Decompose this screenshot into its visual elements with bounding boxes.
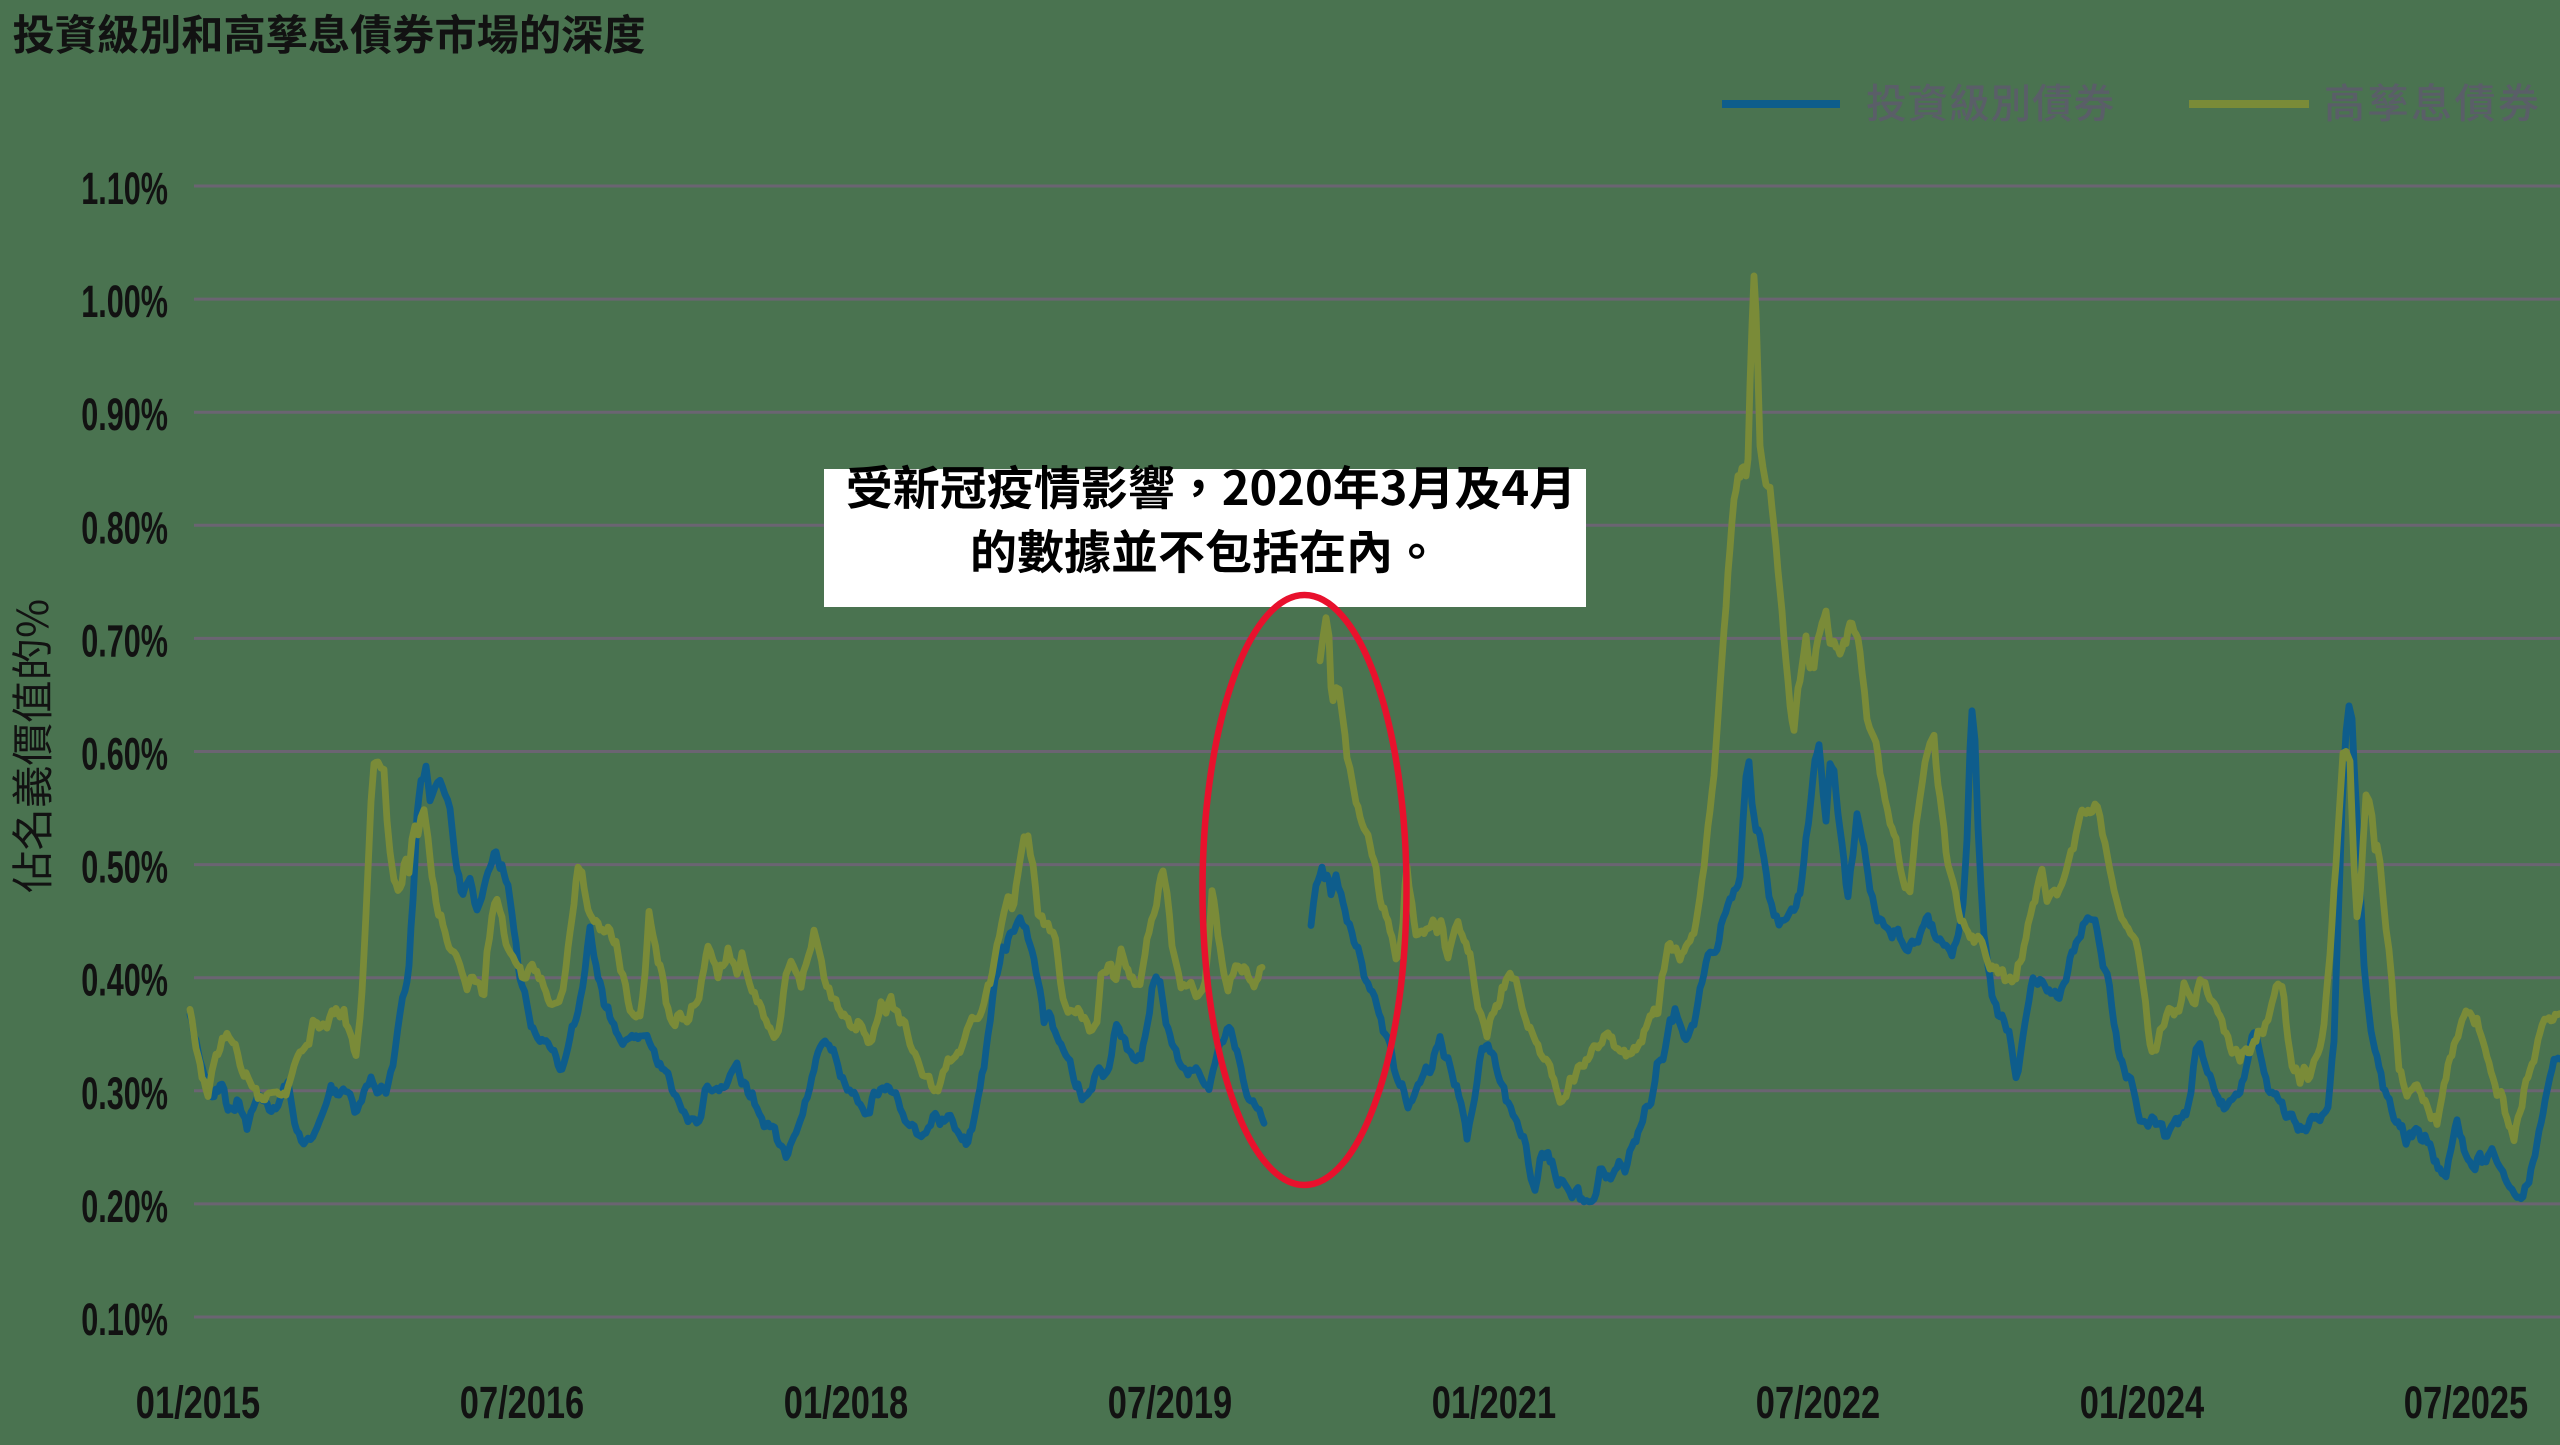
svg-text:01/2015: 01/2015 [136,1379,260,1428]
svg-text:0.10%: 0.10% [81,1295,168,1345]
svg-text:07/2025: 07/2025 [2404,1379,2528,1428]
svg-text:01/2024: 01/2024 [2080,1379,2205,1428]
svg-text:0.70%: 0.70% [81,617,168,667]
svg-text:0.60%: 0.60% [81,730,168,780]
svg-text:07/2016: 07/2016 [460,1379,584,1428]
svg-text:0.90%: 0.90% [81,390,168,440]
svg-text:1.10%: 1.10% [81,164,168,214]
svg-text:0.80%: 0.80% [81,504,168,554]
svg-text:01/2021: 01/2021 [1432,1379,1556,1428]
svg-text:07/2022: 07/2022 [1756,1379,1880,1428]
svg-text:0.30%: 0.30% [81,1069,168,1119]
svg-text:1.00%: 1.00% [81,277,168,327]
svg-text:01/2018: 01/2018 [784,1379,908,1428]
svg-text:0.40%: 0.40% [81,956,168,1006]
svg-text:0.20%: 0.20% [81,1182,168,1232]
svg-text:07/2019: 07/2019 [1108,1379,1232,1428]
svg-text:0.50%: 0.50% [81,843,168,893]
